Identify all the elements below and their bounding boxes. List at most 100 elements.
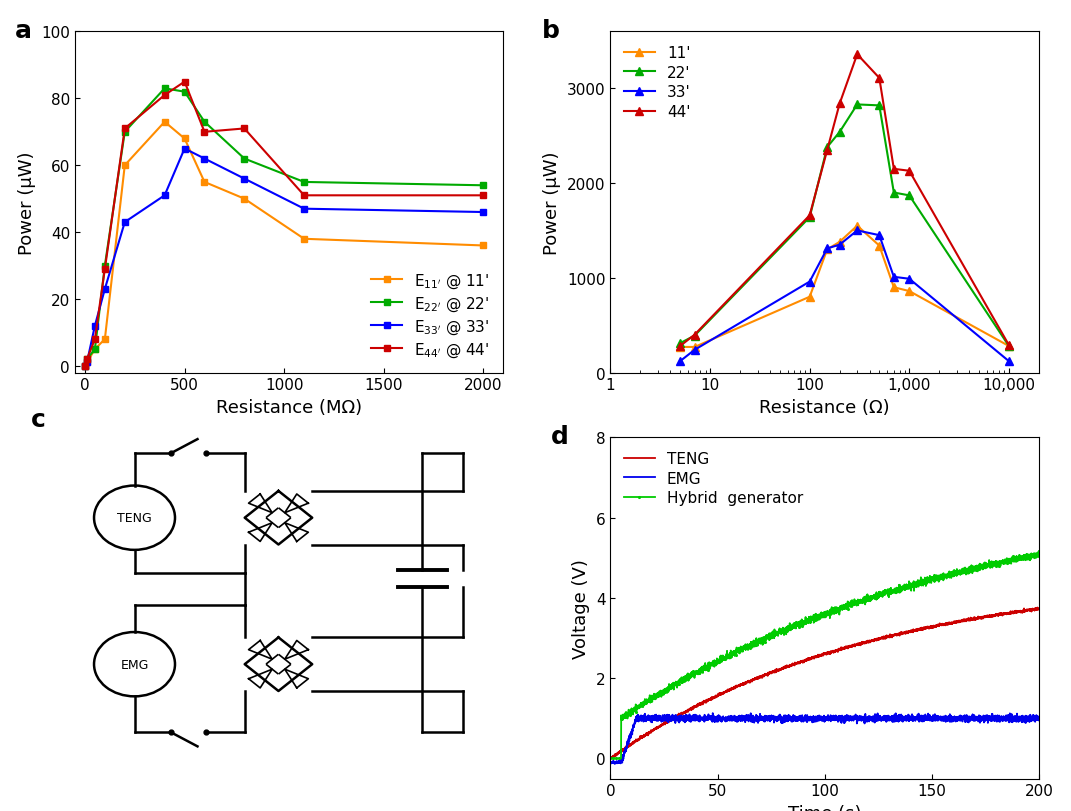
Line: E$_{22'}$ @ 22': E$_{22'}$ @ 22' <box>81 86 487 370</box>
Hybrid  generator <box>787 620 800 630</box>
E$_{44'}$ @ 44' <box>477 191 489 201</box>
E$_{22'}$ @ 22' <box>477 181 489 191</box>
EMG <box>787 712 800 722</box>
E$_{33'}$ @ 33' <box>159 191 171 201</box>
E$_{11'}$ @ 11' <box>178 135 191 144</box>
E$_{22'}$ @ 22' <box>119 128 132 138</box>
E$_{11'}$ @ 11' <box>119 161 132 171</box>
E$_{22'}$ @ 22' <box>78 362 91 371</box>
33' <box>803 277 816 287</box>
22' <box>873 101 886 111</box>
11' <box>1002 341 1015 351</box>
TENG <box>604 753 617 763</box>
E$_{44'}$ @ 44' <box>89 335 102 345</box>
22' <box>803 213 816 223</box>
Hybrid  generator <box>978 561 991 571</box>
11' <box>873 242 886 251</box>
11' <box>674 342 687 352</box>
Y-axis label: Voltage (V): Voltage (V) <box>572 559 590 658</box>
Text: EMG: EMG <box>120 658 149 671</box>
Line: Hybrid  generator: Hybrid generator <box>608 550 1041 760</box>
Hybrid  generator <box>653 687 666 697</box>
Text: a: a <box>15 19 32 43</box>
TENG <box>1024 606 1037 616</box>
44' <box>903 166 916 176</box>
E$_{11'}$ @ 11' <box>477 242 489 251</box>
Hybrid  generator <box>678 672 691 682</box>
E$_{33'}$ @ 33' <box>89 321 102 331</box>
Line: 22': 22' <box>676 101 1013 350</box>
11' <box>903 287 916 297</box>
E$_{33'}$ @ 33' <box>178 144 191 154</box>
E$_{11'}$ @ 11' <box>198 178 211 187</box>
E$_{33'}$ @ 33' <box>298 204 311 214</box>
X-axis label: Resistance (Ω): Resistance (Ω) <box>759 398 890 416</box>
EMG <box>706 708 719 718</box>
E$_{11'}$ @ 11' <box>99 335 111 345</box>
E$_{11'}$ @ 11' <box>238 195 251 204</box>
E$_{44'}$ @ 44' <box>80 355 93 365</box>
33' <box>873 231 886 241</box>
Line: 44': 44' <box>676 51 1013 350</box>
Y-axis label: Power (μW): Power (μW) <box>543 151 561 255</box>
E$_{33'}$ @ 33' <box>477 208 489 217</box>
EMG <box>769 714 782 723</box>
E$_{22'}$ @ 22' <box>99 261 111 271</box>
EMG <box>978 714 991 723</box>
33' <box>1002 357 1015 367</box>
44' <box>803 211 816 221</box>
TENG <box>1031 603 1044 612</box>
22' <box>689 331 702 341</box>
Line: E$_{11'}$ @ 11': E$_{11'}$ @ 11' <box>81 119 487 370</box>
E$_{33'}$ @ 33' <box>238 174 251 184</box>
TENG <box>787 660 800 670</box>
E$_{22'}$ @ 22' <box>80 355 93 365</box>
E$_{44'}$ @ 44' <box>119 124 132 134</box>
Y-axis label: Power (μW): Power (μW) <box>18 151 35 255</box>
TENG <box>1032 604 1045 614</box>
Text: c: c <box>31 407 46 431</box>
E$_{44'}$ @ 44' <box>159 91 171 101</box>
TENG <box>604 753 617 763</box>
E$_{44'}$ @ 44' <box>99 264 111 274</box>
TENG <box>653 722 666 732</box>
EMG <box>1032 715 1045 725</box>
E$_{44'}$ @ 44' <box>78 362 91 371</box>
33' <box>888 272 901 282</box>
X-axis label: Resistance (MΩ): Resistance (MΩ) <box>216 398 362 416</box>
11' <box>820 245 833 255</box>
E$_{11'}$ @ 11' <box>80 358 93 368</box>
33' <box>903 274 916 284</box>
33' <box>674 357 687 367</box>
11' <box>833 238 846 247</box>
E$_{33'}$ @ 33' <box>99 285 111 294</box>
E$_{33'}$ @ 33' <box>119 218 132 228</box>
11' <box>888 283 901 293</box>
E$_{22'}$ @ 22' <box>198 118 211 127</box>
Line: E$_{44'}$ @ 44': E$_{44'}$ @ 44' <box>81 79 487 370</box>
22' <box>820 143 833 152</box>
33' <box>820 244 833 254</box>
EMG <box>653 711 666 721</box>
E$_{33'}$ @ 33' <box>198 154 211 164</box>
33' <box>689 345 702 355</box>
Line: EMG: EMG <box>610 713 1039 764</box>
E$_{11'}$ @ 11' <box>89 345 102 354</box>
33' <box>850 226 863 236</box>
E$_{11'}$ @ 11' <box>298 234 311 244</box>
Line: E$_{33'}$ @ 33': E$_{33'}$ @ 33' <box>81 146 487 370</box>
44' <box>833 100 846 109</box>
Hybrid  generator <box>768 632 781 642</box>
E$_{22'}$ @ 22' <box>238 154 251 164</box>
44' <box>674 341 687 351</box>
44' <box>1002 341 1015 350</box>
EMG <box>604 758 617 768</box>
Text: TENG: TENG <box>117 512 152 525</box>
E$_{22'}$ @ 22' <box>89 345 102 354</box>
11' <box>850 221 863 231</box>
22' <box>903 191 916 201</box>
44' <box>873 74 886 84</box>
E$_{44'}$ @ 44' <box>238 124 251 134</box>
Text: d: d <box>550 424 569 448</box>
E$_{11'}$ @ 11' <box>159 118 171 127</box>
